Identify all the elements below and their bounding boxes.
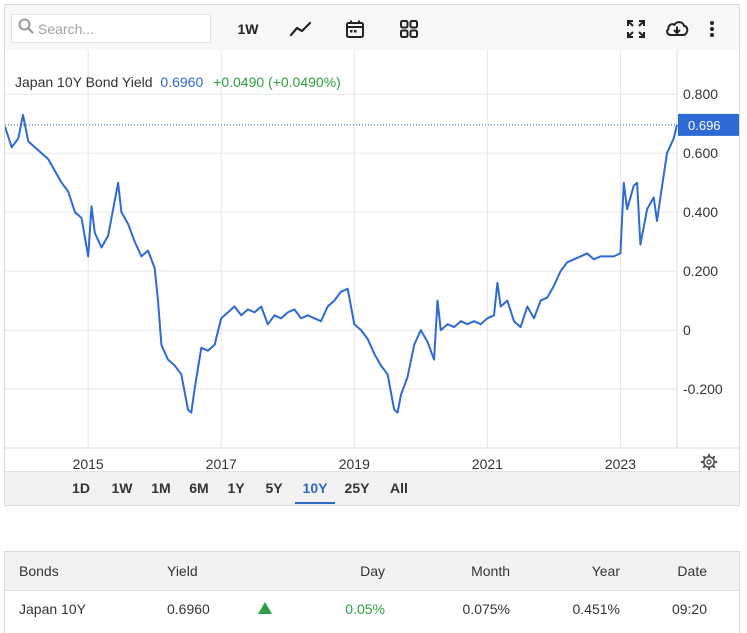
range-button-5y[interactable]: 5Y — [265, 480, 283, 496]
header-yield[interactable]: Yield — [167, 562, 198, 579]
cell-month: 0.075% — [462, 601, 510, 618]
settings-gear-icon[interactable] — [700, 453, 718, 471]
header-arrow — [245, 552, 285, 590]
grid-icon[interactable] — [395, 14, 423, 44]
range-button-25y[interactable]: 25Y — [344, 480, 370, 496]
cell-bond[interactable]: Japan 10Y — [19, 601, 86, 618]
range-button-1w[interactable]: 1W — [111, 480, 133, 496]
range-button-1y[interactable]: 1Y — [227, 480, 245, 496]
header-year[interactable]: Year — [591, 562, 620, 579]
y-tick-label: 0.200 — [683, 263, 718, 279]
legend-change: +0.0490 (+0.0490%) — [213, 74, 341, 90]
more-vertical-icon[interactable] — [703, 14, 721, 44]
range-button-6m[interactable]: 6M — [189, 480, 209, 496]
table-header-row: Bonds Yield Day Month Year Date — [5, 552, 739, 590]
download-cloud-icon[interactable] — [663, 14, 691, 44]
x-tick-label: 2017 — [206, 456, 237, 471]
series-line-japan-10y — [5, 113, 678, 414]
cell-yield: 0.6960 — [167, 601, 210, 618]
legend: Japan 10Y Bond Yield 0.6960 +0.0490 (+0.… — [15, 74, 341, 90]
grid-lines — [5, 50, 739, 449]
y-axis-ticks: 0.800 0.600 0.400 0.200 0 -0.200 — [683, 86, 723, 397]
x-tick-label: 2015 — [73, 456, 104, 471]
bonds-table-container: Bonds Yield Day Month Year Date Japan 10… — [4, 551, 740, 633]
line-chart-icon[interactable] — [287, 14, 315, 44]
price-tag-label: 0.696 — [688, 118, 721, 133]
x-tick-label: 2023 — [605, 456, 636, 471]
header-date[interactable]: Date — [677, 562, 707, 579]
y-tick-label: 0.600 — [683, 145, 718, 161]
range-button-10y[interactable]: 10Y — [295, 480, 335, 504]
table-row[interactable]: Japan 10Y 0.6960 0.05% 0.075% 0.451% 09:… — [5, 590, 739, 628]
range-selector: 1D 1W 1M 6M 1Y 5Y 10Y 25Y All — [5, 471, 739, 505]
cell-date: 09:20 — [671, 601, 707, 618]
bonds-table: Bonds Yield Day Month Year Date Japan 10… — [5, 552, 739, 628]
range-button-all[interactable]: All — [390, 480, 408, 496]
header-day[interactable]: Day — [360, 562, 385, 579]
search-icon — [18, 18, 34, 39]
svg-text:Japan 10Y Bond Yield 0: Japan 10Y Bond Yield 0.6960 +0.0490 (+0.… — [15, 74, 341, 90]
price-tag-bg — [678, 113, 739, 136]
up-arrow-icon — [245, 590, 285, 628]
x-tick-label: 2021 — [472, 456, 503, 471]
x-axis-ticks: 2015 2017 2019 2021 2023 — [73, 456, 637, 471]
y-tick-label: -0.200 — [683, 381, 723, 397]
x-tick-label: 2019 — [339, 456, 370, 471]
range-button-1d[interactable]: 1D — [72, 480, 90, 496]
interval-button[interactable]: 1W — [237, 21, 259, 37]
chart-toolbar: 1W — [5, 5, 739, 50]
header-month[interactable]: Month — [471, 562, 510, 579]
legend-name: Japan 10Y Bond Yield — [15, 74, 153, 90]
header-bonds[interactable]: Bonds — [19, 562, 59, 579]
price-tag: 0.696 — [678, 113, 739, 136]
calendar-icon[interactable] — [341, 14, 369, 44]
fullscreen-icon[interactable] — [623, 14, 649, 44]
cell-year: 0.451% — [572, 601, 620, 618]
chart-area[interactable]: 0.800 0.600 0.400 0.200 0 -0.200 2015 2017 2019… — [5, 50, 739, 471]
y-tick-label: 0 — [683, 322, 691, 338]
y-tick-label: 0.800 — [683, 86, 718, 102]
y-tick-label: 0.400 — [683, 204, 718, 220]
search-input[interactable] — [38, 20, 198, 37]
legend-value: 0.6960 — [160, 74, 203, 90]
range-button-1m[interactable]: 1M — [151, 480, 171, 496]
cell-day: 0.05% — [345, 601, 385, 618]
search-box[interactable] — [11, 14, 211, 43]
